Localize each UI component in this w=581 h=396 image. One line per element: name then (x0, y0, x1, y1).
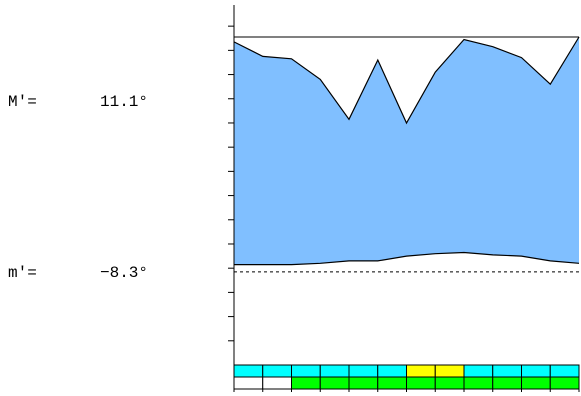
strip-top-cell (463, 364, 494, 378)
strip-top-cell (521, 364, 551, 378)
strip-top-cell (233, 364, 264, 378)
strip-top-cell (492, 364, 522, 378)
strip-bottom-cell (434, 376, 465, 390)
strip-bottom-cell (549, 376, 580, 390)
strip-top-cell (434, 364, 465, 378)
strip-top-cell (377, 364, 407, 378)
strip-bottom-cell (521, 376, 551, 390)
strip-top-cell (319, 364, 350, 378)
min-value: −8.3° (100, 264, 149, 282)
strip-top-cell (406, 364, 436, 378)
min-label: m′= (8, 264, 37, 282)
strip-top-cell (348, 364, 379, 378)
strip-bottom-cell (463, 376, 494, 390)
strip-top-cell (549, 364, 580, 378)
strip-bottom-cell (492, 376, 522, 390)
upper-series-line (233, 36, 580, 125)
strip-bottom-cell (262, 376, 292, 390)
range-band (234, 37, 579, 265)
strip-bottom-cell (319, 376, 350, 390)
strip-top-cell (262, 364, 292, 378)
lower-series-line (234, 251, 580, 266)
strip-bottom-cell (348, 376, 379, 390)
max-label: M′= (8, 93, 37, 111)
strip-top-cell (291, 364, 321, 378)
max-value: 11.1° (100, 93, 149, 111)
strip-bottom-cell (377, 376, 407, 390)
strip-bottom-cell (406, 376, 436, 390)
strip-bottom-cell (291, 376, 321, 390)
strip-bottom-cell (233, 376, 264, 390)
